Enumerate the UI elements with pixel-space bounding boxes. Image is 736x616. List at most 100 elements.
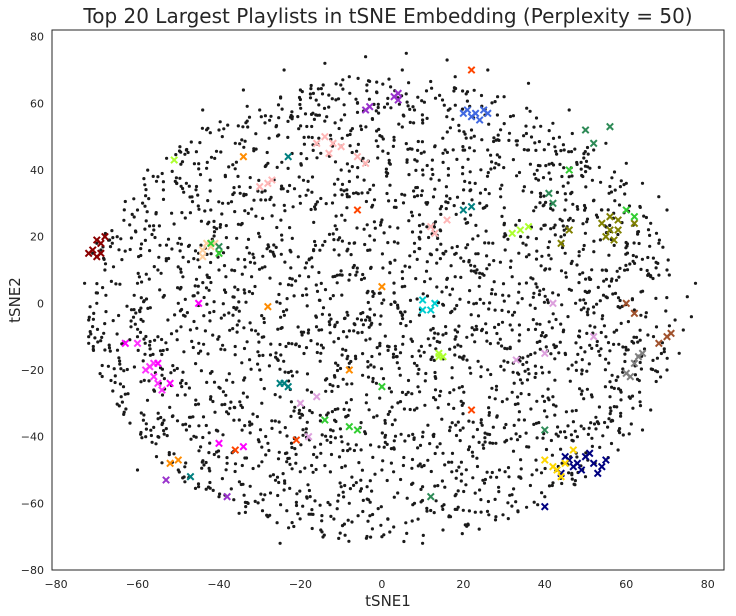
track-point (344, 401, 349, 405)
track-point (232, 418, 236, 422)
track-point (607, 361, 611, 365)
track-point (571, 420, 576, 424)
track-point (541, 436, 545, 440)
track-point (400, 276, 405, 281)
track-point (402, 455, 406, 460)
track-point (559, 447, 563, 451)
track-point (563, 208, 567, 212)
track-point (649, 221, 653, 225)
track-point (336, 499, 340, 503)
track-point (382, 533, 386, 537)
track-point (544, 164, 548, 168)
track-point (335, 368, 340, 373)
track-point (601, 314, 605, 318)
track-point (202, 295, 206, 300)
track-point (194, 362, 198, 366)
track-point (336, 336, 341, 341)
track-point (122, 412, 126, 416)
track-point (183, 465, 187, 469)
track-point (295, 370, 299, 374)
track-point (236, 124, 240, 128)
track-point (192, 434, 196, 438)
playlist-marker (337, 142, 346, 151)
track-point (487, 263, 491, 267)
track-point (488, 432, 492, 437)
track-point (621, 345, 625, 349)
track-point (609, 441, 614, 446)
track-point (397, 122, 401, 126)
track-point (472, 149, 476, 153)
track-point (354, 481, 358, 485)
track-point (579, 167, 583, 171)
track-point (616, 305, 620, 309)
track-point (526, 367, 530, 371)
track-point (624, 263, 628, 267)
track-point (362, 227, 366, 231)
track-point (251, 466, 255, 471)
track-point (323, 378, 328, 382)
track-point (665, 296, 669, 300)
track-point (516, 301, 520, 305)
track-point (133, 229, 138, 233)
track-point (220, 477, 224, 481)
track-point (343, 464, 347, 468)
track-point (109, 378, 113, 383)
track-point (282, 68, 286, 72)
track-point (103, 268, 107, 272)
playlist-marker (549, 199, 557, 208)
track-point (512, 423, 516, 427)
track-point (222, 264, 227, 268)
track-point (242, 326, 246, 330)
track-point (477, 284, 481, 288)
track-point (129, 308, 134, 312)
track-point (578, 329, 582, 333)
track-point (506, 237, 510, 241)
track-point (198, 141, 202, 145)
track-point (410, 354, 414, 359)
track-point (243, 424, 247, 428)
track-point (167, 256, 171, 261)
track-point (381, 377, 386, 381)
track-point (503, 470, 507, 474)
track-point (473, 181, 477, 185)
track-point (288, 183, 292, 188)
track-point (380, 301, 384, 305)
playlist-marker (304, 432, 313, 441)
track-point (498, 155, 502, 159)
track-point (587, 362, 591, 366)
track-point (243, 510, 247, 514)
track-point (455, 303, 459, 308)
track-point (157, 224, 161, 228)
track-point (312, 117, 316, 121)
track-point (549, 438, 554, 443)
track-point (471, 435, 475, 439)
track-point (448, 197, 452, 201)
track-point (534, 148, 538, 152)
track-point (415, 159, 419, 163)
track-point (467, 300, 471, 304)
track-point (555, 190, 560, 194)
track-point (384, 167, 388, 171)
track-point (270, 214, 274, 218)
track-point (553, 357, 557, 361)
track-point (360, 468, 364, 472)
track-point (253, 261, 257, 265)
track-point (554, 149, 558, 153)
track-point (467, 509, 471, 513)
track-point (412, 189, 416, 193)
track-point (144, 194, 148, 198)
track-point (205, 380, 209, 384)
track-point (416, 148, 420, 152)
track-point (542, 148, 546, 152)
track-point (342, 495, 346, 499)
track-point (338, 481, 342, 485)
playlist-marker (426, 306, 435, 314)
track-point (144, 427, 148, 431)
track-point (461, 426, 465, 430)
track-point (205, 128, 209, 132)
track-point (164, 341, 168, 345)
track-point (469, 371, 473, 375)
track-point (569, 261, 573, 266)
track-point (202, 314, 206, 318)
playlist-marker (223, 492, 232, 501)
